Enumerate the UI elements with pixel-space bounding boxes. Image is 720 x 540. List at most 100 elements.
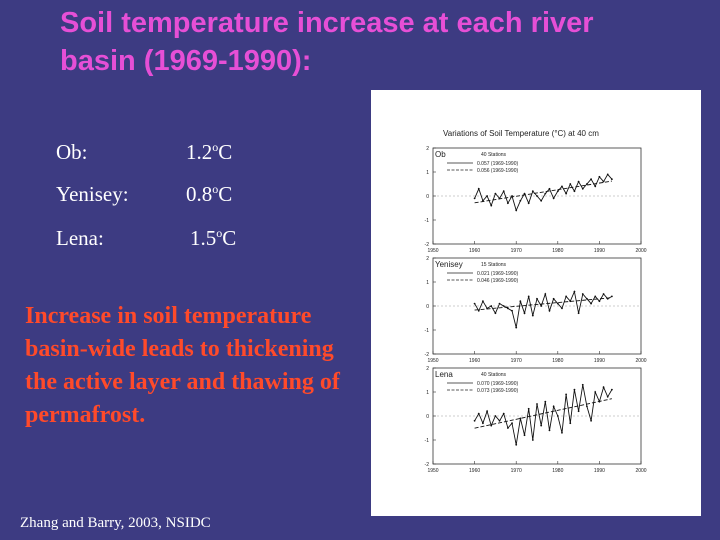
data-point [569, 422, 572, 425]
data-point [610, 178, 613, 181]
data-point [594, 295, 597, 298]
data-point [594, 391, 597, 393]
data-point [536, 297, 538, 300]
x-tick-label: 1960 [469, 358, 480, 364]
y-tick-label: -2 [425, 242, 430, 248]
data-point [523, 192, 526, 195]
data-point [494, 312, 497, 315]
data-point [519, 417, 522, 420]
data-point [506, 427, 509, 429]
y-tick-label: -2 [425, 462, 430, 468]
data-point [482, 422, 484, 425]
x-tick-label: 2000 [635, 358, 646, 364]
data-point [536, 403, 538, 405]
legend-label: 0.056 (1969-1990) [477, 168, 518, 174]
data-point [536, 195, 538, 197]
data-point [486, 195, 488, 197]
data-point [486, 410, 488, 413]
data-point [515, 443, 518, 446]
y-tick-label: 1 [426, 170, 429, 176]
panel-stations: 40 Stations [481, 372, 507, 378]
data-point [586, 297, 588, 300]
series-line [474, 384, 613, 445]
y-tick-label: 1 [426, 280, 429, 286]
y-tick-label: -1 [425, 328, 430, 334]
basin-value: 1.2oC [186, 140, 232, 165]
data-point [498, 419, 501, 422]
data-point [502, 305, 505, 307]
data-point [477, 412, 480, 415]
degree-sup: o [216, 226, 223, 240]
data-point [602, 386, 605, 389]
basin-row-ob: Ob: 1.2oC [56, 140, 232, 165]
data-point [610, 295, 613, 298]
x-tick-label: 1970 [511, 248, 522, 254]
y-tick-label: -1 [425, 438, 430, 444]
y-tick-label: -2 [425, 352, 430, 358]
y-tick-label: -1 [425, 218, 430, 224]
data-point [548, 309, 551, 312]
data-point [590, 419, 592, 422]
x-tick-label: 1970 [511, 468, 522, 474]
data-point [519, 300, 522, 303]
figure-svg: Variations of Soil Temperature (°C) at 4… [425, 129, 647, 474]
data-point [482, 300, 484, 303]
data-point [590, 302, 592, 305]
data-point [556, 190, 559, 193]
data-point [527, 202, 530, 205]
legend-label: 0.057 (1969-1990) [477, 161, 518, 167]
data-point [602, 180, 605, 183]
legend-label: 0.046 (1969-1990) [477, 278, 518, 284]
series-line [474, 173, 613, 212]
panel-stations: 40 Stations [481, 152, 507, 158]
data-point [506, 307, 509, 310]
trend-line [474, 297, 612, 311]
basin-row-yenisey: Yenisey: 0.8oC [56, 182, 232, 207]
data-point [490, 204, 493, 207]
citation: Zhang and Barry, 2003, NSIDC [20, 515, 211, 531]
data-point [548, 187, 551, 190]
x-tick-label: 1950 [427, 358, 438, 364]
x-tick-label: 1950 [427, 468, 438, 474]
legend-label: 0.021 (1969-1990) [477, 271, 518, 277]
data-point [477, 187, 480, 190]
data-point [573, 388, 576, 391]
data-point [561, 307, 563, 310]
data-point [506, 202, 509, 205]
data-point [490, 305, 493, 307]
y-tick-label: 1 [426, 390, 429, 396]
y-tick-label: 0 [426, 304, 429, 310]
legend-label: 0.070 (1969-1990) [477, 381, 518, 387]
figure-title: Variations of Soil Temperature (°C) at 4… [443, 129, 599, 138]
data-point [540, 424, 543, 427]
data-point [598, 175, 601, 178]
data-point [477, 309, 480, 312]
data-point [561, 185, 563, 188]
data-point [498, 302, 501, 305]
data-point [527, 407, 530, 410]
data-point [581, 187, 584, 190]
degree-sup: o [212, 182, 219, 196]
data-point [548, 429, 551, 432]
data-point [490, 424, 493, 427]
data-point [473, 419, 476, 422]
unit: C [222, 226, 237, 250]
legend-label: 0.073 (1969-1990) [477, 388, 518, 394]
data-point [544, 400, 547, 403]
data-point [494, 415, 497, 417]
value-number: 1.5 [190, 226, 217, 250]
data-point [511, 309, 513, 312]
y-tick-label: 0 [426, 414, 429, 420]
data-point [610, 388, 613, 391]
data-point [569, 183, 572, 185]
data-point [552, 405, 555, 408]
data-point [473, 302, 476, 305]
data-point [544, 192, 547, 195]
soil-temperature-figure: Variations of Soil Temperature (°C) at 4… [371, 90, 701, 516]
data-point [540, 305, 543, 307]
panel-stations: 15 Stations [481, 262, 507, 268]
data-point [540, 199, 543, 202]
